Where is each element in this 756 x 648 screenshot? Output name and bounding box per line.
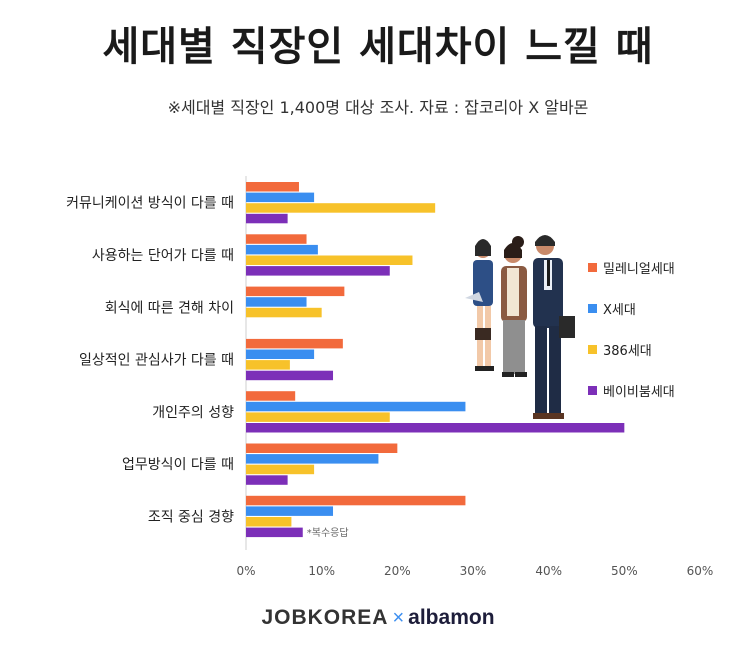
- bar-genx-5: [246, 454, 379, 464]
- bar-386-2: [246, 307, 322, 318]
- bar-millennial-6: [246, 495, 466, 506]
- footer-logos: JOBKOREA × albamon: [0, 606, 756, 630]
- bar-boomer-6: [246, 527, 303, 538]
- x-tick-label: 0%: [236, 564, 255, 578]
- legend-label-millennial: 밀레니얼세대: [603, 261, 675, 277]
- x-tick-labels: 0% 10% 20% 30% 40% 50% 60%: [236, 564, 713, 578]
- albamon-logo: albamon: [408, 606, 495, 629]
- x-tick-label: 30%: [460, 564, 487, 578]
- page-title: 세대별 직장인 세대차이 느낄 때: [102, 24, 654, 70]
- bar-millennial-0: [246, 182, 299, 192]
- page-subtitle: ※세대별 직장인 1,400명 대상 조사. 자료 : 잡코리아 X 알바몬: [167, 98, 589, 117]
- office-workers-illustration: [465, 235, 575, 419]
- x-tick-label: 50%: [611, 564, 638, 578]
- jobkorea-logo: JOBKOREA: [261, 606, 389, 629]
- bar-386-5: [246, 464, 315, 475]
- legend-item-genx: X세대: [588, 299, 675, 318]
- bar-386-6: [246, 517, 292, 527]
- bar-millennial-3: [246, 338, 343, 349]
- times-symbol: ×: [392, 607, 405, 629]
- bar-genx-2: [246, 297, 307, 307]
- chart-legend: 밀레니얼세대 X세대 386세대 베이비붐세대: [588, 258, 675, 422]
- x-tick-label: 10%: [308, 564, 335, 578]
- legend-swatch-386: [588, 344, 597, 354]
- legend-swatch-boomer: [588, 385, 597, 395]
- x-tick-label: 60%: [687, 564, 714, 578]
- x-tick-label: 20%: [384, 564, 411, 578]
- legend-item-386: 386세대: [588, 340, 675, 359]
- bar-386-4: [246, 412, 390, 422]
- category-label: 회식에 따른 견해 차이: [105, 300, 234, 316]
- bar-genx-0: [246, 192, 315, 203]
- category-label: 사용하는 단어가 다를 때: [92, 248, 234, 264]
- legend-label-genx: X세대: [603, 302, 636, 318]
- bar-386-1: [246, 255, 413, 265]
- multiple-response-note: *복수응답: [307, 527, 349, 539]
- bar-millennial-4: [246, 391, 296, 401]
- legend-item-millennial: 밀레니얼세대: [588, 258, 675, 277]
- category-label: 조직 중심 경향: [148, 509, 234, 525]
- category-label: 일상적인 관심사가 다를 때: [79, 353, 234, 369]
- bar-boomer-3: [246, 370, 334, 381]
- bar-genx-3: [246, 349, 315, 359]
- bar-genx-1: [246, 244, 318, 255]
- bar-millennial-5: [246, 443, 398, 453]
- x-tick-label: 40%: [535, 564, 562, 578]
- bar-boomer-4: [246, 423, 625, 433]
- bar-boomer-1: [246, 266, 390, 276]
- bar-boomer-5: [246, 475, 288, 485]
- bar-boomer-0: [246, 213, 288, 224]
- bar-millennial-1: [246, 234, 307, 244]
- category-label: 개인주의 성향: [152, 405, 234, 421]
- bar-386-3: [246, 360, 290, 370]
- legend-swatch-millennial: [588, 262, 597, 272]
- legend-item-boomer: 베이비붐세대: [588, 381, 675, 400]
- legend-label-boomer: 베이비붐세대: [603, 384, 675, 400]
- category-label: 업무방식이 다를 때: [122, 457, 234, 473]
- bar-genx-4: [246, 401, 466, 412]
- legend-swatch-genx: [588, 303, 597, 313]
- legend-label-386: 386세대: [603, 343, 652, 359]
- bar-genx-6: [246, 506, 334, 516]
- category-label: 커뮤니케이션 방식이 다를 때: [66, 196, 234, 212]
- bar-386-0: [246, 203, 436, 213]
- bar-millennial-2: [246, 286, 345, 297]
- bars-layer: [246, 182, 625, 538]
